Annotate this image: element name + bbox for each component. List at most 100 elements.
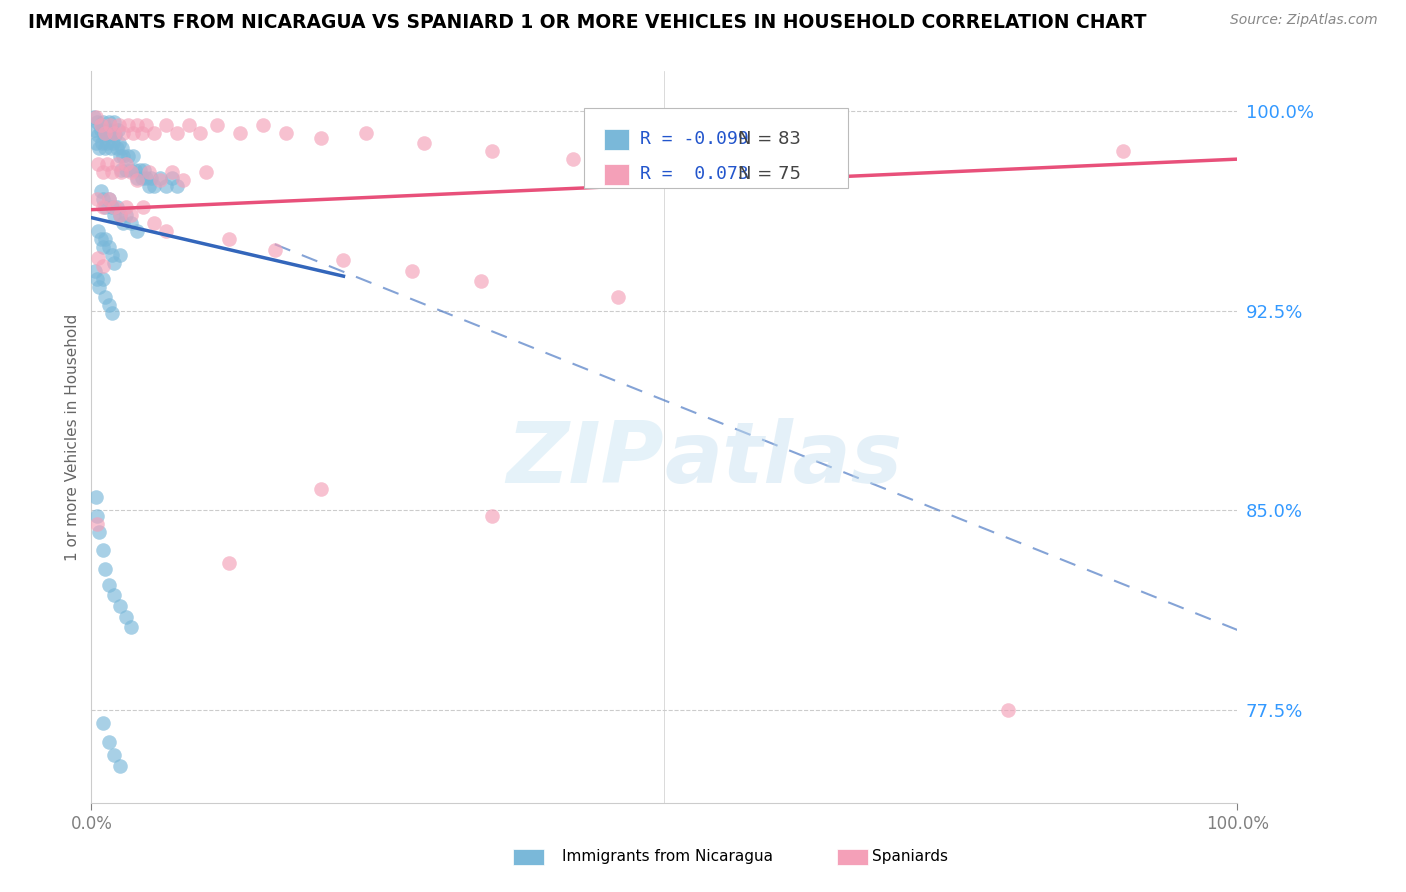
Point <box>121 208 143 222</box>
Point <box>90 184 112 198</box>
Point <box>97 240 120 254</box>
Point <box>94 290 117 304</box>
Point <box>114 208 136 222</box>
Point <box>103 747 125 762</box>
Point <box>309 482 332 496</box>
Point <box>127 224 149 238</box>
Text: R = -0.099: R = -0.099 <box>640 130 749 148</box>
Point <box>84 110 107 124</box>
Point <box>135 118 157 132</box>
Point <box>103 208 125 222</box>
Point <box>160 165 183 179</box>
FancyBboxPatch shape <box>583 108 848 188</box>
Text: Immigrants from Nicaragua: Immigrants from Nicaragua <box>562 849 773 863</box>
Point <box>91 200 114 214</box>
Point <box>607 290 630 304</box>
Point <box>94 200 117 214</box>
Point <box>131 126 153 140</box>
Point <box>188 126 211 140</box>
Point <box>103 256 125 270</box>
Point <box>110 165 132 179</box>
Point <box>263 243 285 257</box>
Point <box>84 136 107 151</box>
Point <box>103 126 125 140</box>
Point <box>105 200 128 214</box>
Point <box>132 162 155 177</box>
Point <box>89 280 111 294</box>
Text: R =  0.073: R = 0.073 <box>640 166 749 184</box>
Point <box>1111 144 1133 158</box>
Point <box>143 126 166 140</box>
Point <box>114 200 136 214</box>
Point <box>121 620 143 634</box>
Point <box>218 232 240 246</box>
Point <box>110 162 132 177</box>
Point <box>97 192 120 206</box>
Point <box>332 253 354 268</box>
Text: IMMIGRANTS FROM NICARAGUA VS SPANIARD 1 OR MORE VEHICLES IN HOUSEHOLD CORRELATIO: IMMIGRANTS FROM NICARAGUA VS SPANIARD 1 … <box>28 13 1147 32</box>
Point <box>114 162 136 177</box>
Point <box>86 272 108 286</box>
Point <box>101 200 124 214</box>
Point <box>138 178 160 193</box>
Point <box>97 734 120 748</box>
Point <box>90 123 112 137</box>
Point <box>101 165 124 179</box>
Point <box>768 157 790 171</box>
Point <box>561 152 583 166</box>
Point <box>252 118 274 132</box>
Point <box>218 557 240 571</box>
Point <box>177 118 200 132</box>
Point <box>108 758 131 772</box>
Point <box>481 144 503 158</box>
Point <box>138 165 160 179</box>
Point <box>172 173 194 187</box>
Point <box>143 216 166 230</box>
Point <box>98 118 121 132</box>
Point <box>91 716 114 731</box>
Text: atlas: atlas <box>664 417 903 500</box>
Point <box>155 118 177 132</box>
Bar <box>603 129 628 150</box>
Point <box>83 123 105 137</box>
Y-axis label: 1 or more Vehicles in Household: 1 or more Vehicles in Household <box>65 313 80 561</box>
Point <box>121 165 143 179</box>
Point <box>87 157 110 171</box>
Point <box>94 562 117 576</box>
Point <box>90 136 112 151</box>
Point <box>149 173 172 187</box>
Point <box>127 173 149 187</box>
Point <box>108 208 131 222</box>
Point <box>103 200 125 214</box>
Point <box>91 165 114 179</box>
Point <box>89 141 111 155</box>
Text: N = 75: N = 75 <box>738 166 800 184</box>
Point <box>105 141 128 155</box>
Point <box>84 490 107 504</box>
Point <box>87 128 110 143</box>
Point <box>96 157 118 171</box>
Point <box>96 123 118 137</box>
Point <box>114 609 136 624</box>
Point <box>91 115 114 129</box>
Point <box>127 170 149 185</box>
Point <box>132 200 155 214</box>
Point <box>86 516 108 531</box>
Point <box>117 149 139 163</box>
Point <box>166 126 188 140</box>
Point <box>98 128 121 143</box>
Point <box>121 149 143 163</box>
Point <box>135 170 157 185</box>
Point <box>101 248 124 262</box>
Point <box>103 115 125 129</box>
Point <box>97 192 120 206</box>
Point <box>86 192 108 206</box>
Point <box>470 275 492 289</box>
Point <box>91 192 114 206</box>
Point <box>229 126 252 140</box>
Point <box>87 224 110 238</box>
Point <box>97 115 120 129</box>
Point <box>131 170 153 185</box>
Point <box>108 248 131 262</box>
Point <box>108 599 131 613</box>
